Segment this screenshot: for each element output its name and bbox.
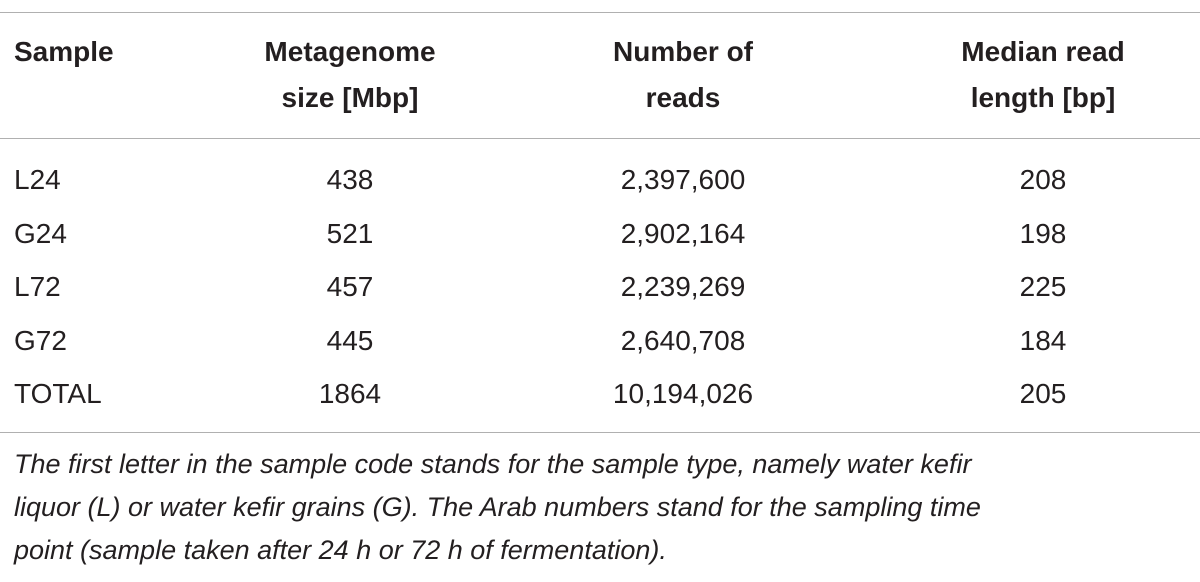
table-cell: 1864 (318, 378, 382, 409)
header-cell: Sample (14, 36, 114, 67)
note-line: point (sample taken after 24 h or 72 h o… (14, 535, 667, 565)
header-cell: Median read (961, 36, 1125, 67)
table-cell: G24 (14, 217, 67, 249)
table-cell: 521 (326, 217, 374, 249)
top-rule (0, 12, 1200, 13)
note-line: liquor (L) or water kefir grains (G). Th… (14, 492, 981, 522)
table-cell: TOTAL (14, 378, 102, 409)
table-cell: 205 (1019, 378, 1067, 409)
table-cell: 208 (1019, 164, 1067, 195)
header-cell: Metagenome (264, 36, 436, 67)
header-cell: length [bp] (970, 82, 1116, 113)
header-cell: reads (645, 82, 721, 113)
table-cell: 225 (1019, 271, 1067, 302)
note-line: The first letter in the sample code stan… (14, 449, 972, 479)
bottom-rule (0, 432, 1200, 433)
table-cell: G72 (14, 324, 67, 356)
header-cell: size [Mbp] (281, 82, 419, 113)
header-rule (0, 138, 1200, 139)
table-cell: L24 (14, 164, 61, 195)
table-cell: 2,239,269 (620, 271, 746, 302)
table-cell: L72 (14, 271, 61, 302)
table-cell: 2,902,164 (620, 217, 746, 249)
table-cell: 184 (1019, 324, 1067, 356)
table-note: The first letter in the sample code stan… (14, 443, 981, 572)
table-cell: 198 (1019, 217, 1067, 249)
table-cell: 445 (326, 324, 374, 356)
table-cell: 457 (326, 271, 374, 302)
table-cell: 2,397,600 (620, 164, 746, 195)
table-cell: 10,194,026 (612, 378, 754, 409)
header-cell: Number of (613, 36, 753, 67)
table-cell: 2,640,708 (620, 324, 746, 356)
table-cell: 438 (326, 164, 374, 195)
